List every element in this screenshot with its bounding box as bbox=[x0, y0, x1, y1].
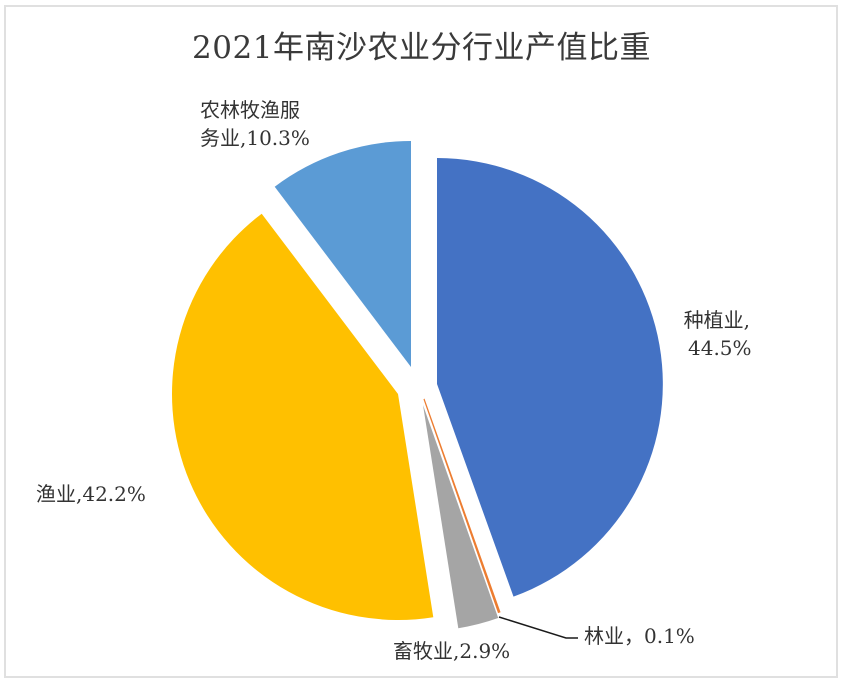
leader-line-linye bbox=[498, 616, 578, 639]
slice-yuye[interactable] bbox=[171, 213, 434, 620]
slice-zhongzhi[interactable] bbox=[437, 158, 663, 597]
slice-xumu[interactable] bbox=[423, 405, 499, 629]
slice-linye[interactable] bbox=[423, 398, 501, 614]
slice-fuwu[interactable] bbox=[274, 141, 411, 367]
label-fuwu: 农林牧渔服 务业,10.3% bbox=[200, 98, 310, 150]
chart-title: 2021年南沙农业分行业产值比重 bbox=[192, 30, 651, 66]
label-linye: 林业，0.1% bbox=[584, 624, 695, 648]
label-xumu: 畜牧业,2.9% bbox=[393, 639, 511, 663]
label-yuye: 渔业,42.2% bbox=[36, 482, 146, 506]
label-zhongzhi: 种植业, 44.5% bbox=[683, 308, 752, 360]
